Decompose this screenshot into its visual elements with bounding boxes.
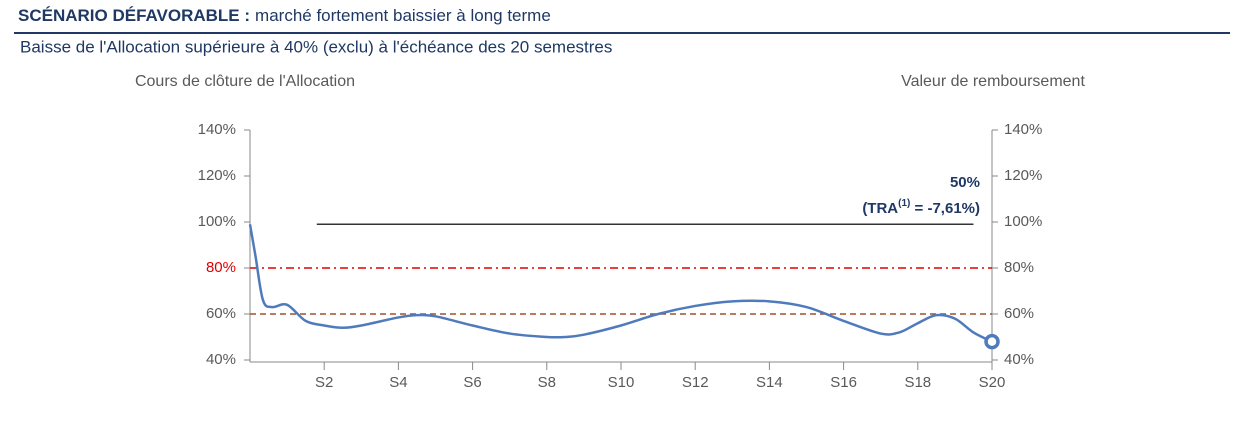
y-tick-label: 140% bbox=[198, 121, 236, 138]
x-tick-label: S10 bbox=[608, 374, 635, 391]
y2-tick-label: 140% bbox=[1004, 121, 1042, 138]
y-tick-label: 60% bbox=[206, 305, 236, 322]
redemption-value-label: 50% bbox=[950, 174, 980, 191]
x-tick-label: S4 bbox=[389, 374, 407, 391]
y-tick-label: 100% bbox=[198, 213, 236, 230]
tra-label: (TRA(1) = -7,61%) bbox=[862, 198, 980, 217]
x-tick-label: S6 bbox=[463, 374, 481, 391]
y2-tick-label: 40% bbox=[1004, 351, 1034, 368]
y-tick-label: 40% bbox=[206, 351, 236, 368]
y-tick-label: 120% bbox=[198, 167, 236, 184]
title-bold: SCÉNARIO DÉFAVORABLE : bbox=[18, 6, 250, 25]
y-axis-label: Cours de clôture de l'Allocation bbox=[135, 73, 355, 90]
x-tick-label: S20 bbox=[979, 374, 1006, 391]
tra-suffix: = -7,61%) bbox=[910, 200, 980, 217]
tra-note: (1) bbox=[898, 198, 910, 209]
x-tick-label: S12 bbox=[682, 374, 709, 391]
title: SCÉNARIO DÉFAVORABLE : marché fortement b… bbox=[18, 6, 551, 25]
y2-axis-label: Valeur de remboursement bbox=[901, 73, 1085, 90]
x-tick-label: S16 bbox=[830, 374, 857, 391]
y2-tick-label: 80% bbox=[1004, 259, 1034, 276]
y2-tick-label: 60% bbox=[1004, 305, 1034, 322]
x-tick-label: S18 bbox=[904, 374, 931, 391]
x-tick-label: S2 bbox=[315, 374, 333, 391]
subtitle: Baisse de l'Allocation supérieure à 40% … bbox=[20, 37, 612, 56]
y2-tick-label: 120% bbox=[1004, 167, 1042, 184]
y2-tick-label: 100% bbox=[1004, 213, 1042, 230]
tra-prefix: (TRA bbox=[862, 200, 898, 217]
series-line bbox=[248, 224, 993, 343]
end-marker bbox=[984, 333, 1000, 350]
title-rest: marché fortement baissier à long terme bbox=[255, 6, 551, 25]
x-tick-label: S8 bbox=[538, 374, 556, 391]
y-tick-label: 80% bbox=[206, 259, 236, 276]
x-tick-label: S14 bbox=[756, 374, 783, 391]
